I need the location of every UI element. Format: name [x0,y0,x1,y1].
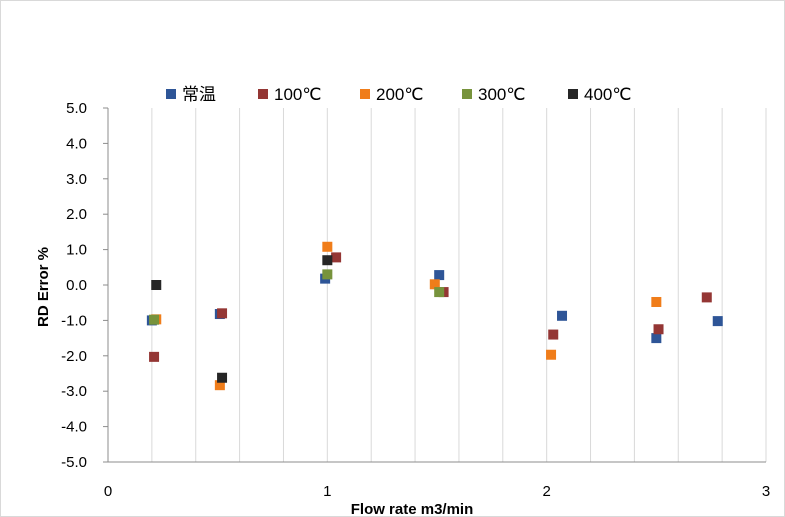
data-point [217,308,228,319]
x-tick-label: 3 [762,483,770,500]
data-point [322,255,333,266]
y-tick-label: 4.0 [66,135,87,152]
x-tick-label: 0 [104,483,112,500]
data-point [331,252,342,263]
y-tick-label: 5.0 [66,100,87,117]
y-axis-ticks: 5.0 4.0 3.0 2.0 1.0 0.0 -1.0 -2.0 -3.0 -4.0 -5.0 [61,100,87,471]
x-tick-label: 1 [323,483,331,500]
legend-swatch [568,89,578,99]
legend-swatch [462,89,472,99]
data-point [214,380,225,391]
legend: 常温 100℃ 200℃ 300℃ 400℃ [166,85,631,104]
legend-label: 400℃ [584,85,631,104]
y-tick-label: 1.0 [66,242,87,259]
data-point [434,287,445,298]
data-point [149,351,160,362]
data-point [217,372,228,383]
data-point [151,280,162,290]
legend-label: 常温 [182,85,216,104]
data-point [712,316,723,327]
y-tick-label: 3.0 [66,171,87,188]
y-tick-label: 0.0 [66,277,87,294]
legend-swatch [258,89,268,99]
legend-label: 200℃ [376,85,423,104]
data-point [429,279,440,290]
legend-swatch [166,89,176,99]
legend-label: 100℃ [274,85,321,104]
data-point [701,292,712,303]
data-point [548,329,559,340]
data-point [322,241,333,252]
data-point [651,333,662,344]
legend-label: 300℃ [478,85,525,104]
x-tick-label: 2 [542,483,550,500]
data-point [434,270,445,281]
data-points [146,241,723,391]
x-axis-ticks: 0 1 2 3 [104,483,770,500]
legend-swatch [360,89,370,99]
y-tick-label: -5.0 [61,454,87,471]
data-point [546,349,557,360]
data-point [557,310,568,321]
data-point [653,324,664,335]
data-point [149,314,160,325]
y-axis-title: RD Error % [35,247,52,327]
data-point [322,269,333,280]
grid-lines [103,107,767,463]
data-point [651,296,662,307]
y-tick-label: -1.0 [61,312,87,329]
y-tick-label: -4.0 [61,419,87,436]
y-tick-label: -3.0 [61,383,87,400]
x-axis-title: Flow rate m3/min [351,501,474,517]
y-tick-label: 2.0 [66,206,87,223]
y-tick-label: -2.0 [61,348,87,365]
